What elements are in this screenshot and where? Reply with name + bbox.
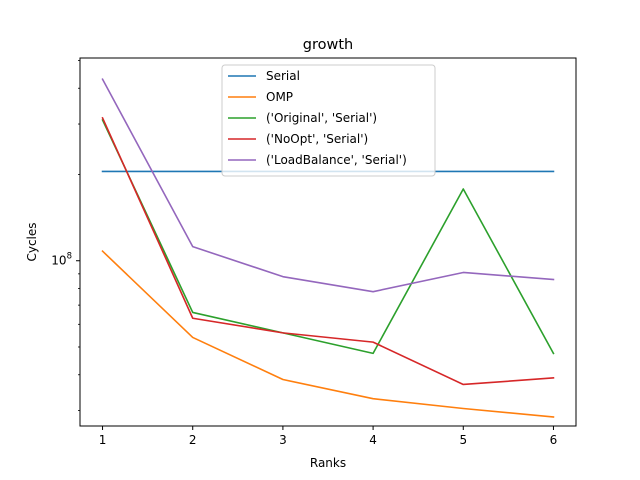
x-tick-label: 5 xyxy=(459,433,467,447)
series-line-4 xyxy=(101,78,555,293)
legend-box xyxy=(221,64,436,177)
y-axis-label: Cycles xyxy=(25,222,39,261)
legend-label: ('LoadBalance', 'Serial') xyxy=(266,153,407,167)
legend: Serial OMP ('Original', 'Serial') ('NoOpt',… xyxy=(221,64,436,177)
x-tick-label: 3 xyxy=(279,433,287,447)
legend-label: Serial xyxy=(266,69,300,83)
y-axis-ticks: 108 xyxy=(51,60,80,411)
legend-label: ('Original', 'Serial') xyxy=(266,111,377,125)
x-tick-label: 2 xyxy=(189,433,197,447)
legend-label: ('NoOpt', 'Serial') xyxy=(266,132,368,146)
series-line-3 xyxy=(101,116,555,386)
series-line-2 xyxy=(101,118,555,355)
chart-title: growth xyxy=(303,37,353,53)
x-tick-label: 1 xyxy=(99,433,107,447)
x-tick-label: 4 xyxy=(369,433,377,447)
x-axis-label: Ranks xyxy=(310,456,346,470)
y-tick-label: 108 xyxy=(51,252,72,268)
x-axis-ticks: 1 2 3 4 5 6 xyxy=(99,426,558,447)
legend-label: OMP xyxy=(266,90,293,104)
series-lines xyxy=(101,78,555,418)
plot-frame xyxy=(79,57,577,427)
series-line-1 xyxy=(101,250,555,418)
x-tick-label: 6 xyxy=(550,433,558,447)
